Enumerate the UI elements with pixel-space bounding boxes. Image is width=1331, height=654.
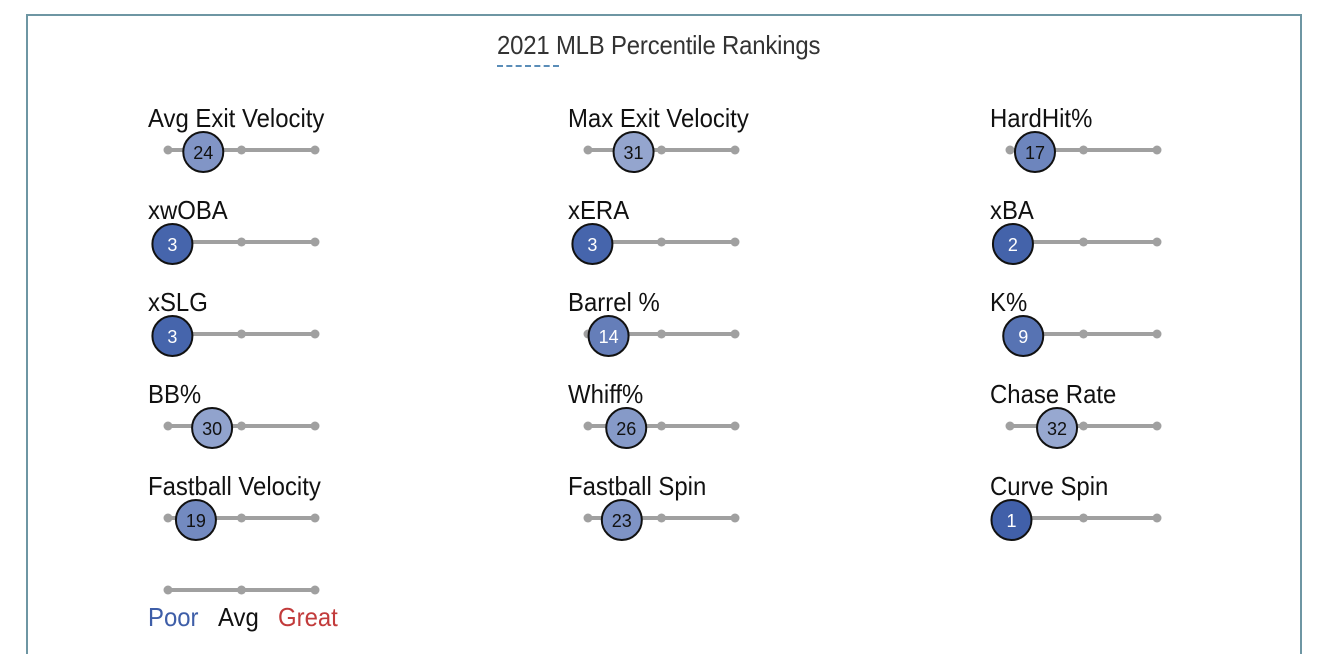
metric-k-tick-1 [1079, 329, 1088, 339]
marker-value-xera: 3 [587, 235, 597, 255]
metric-xba-tick-2 [1152, 237, 1162, 247]
marker-max-exit-velocity [612, 131, 655, 173]
metric-chase-rate-tick-1 [1079, 421, 1088, 431]
metric-xslg-tick-2 [310, 329, 320, 339]
marker-value-chase-rate: 32 [1047, 419, 1067, 439]
legend-tick-1 [237, 585, 246, 595]
legend-great: Great [278, 602, 338, 632]
marker-value-xba: 2 [1008, 235, 1018, 255]
marker-chase-rate [1036, 407, 1079, 449]
chart-frame [26, 14, 1302, 654]
metric-whiff-tick-0 [583, 421, 593, 431]
metric-xslg-tick-1 [237, 329, 246, 339]
metric-chase-rate-tick-0 [1005, 421, 1015, 431]
marker-xslg [151, 315, 194, 357]
metric-xera-tick-1 [657, 237, 666, 247]
marker-value-whiff: 26 [616, 419, 636, 439]
metric-label-whiff: Whiff% [568, 379, 644, 409]
metric-whiff-tick-2 [730, 421, 740, 431]
metric-fastball-spin-tick-0 [583, 513, 593, 523]
metric-label-xba: xBA [990, 195, 1034, 225]
marker-bb [191, 407, 234, 449]
marker-barrel [587, 315, 630, 357]
metric-fastball-velocity-tick-2 [310, 513, 320, 523]
marker-value-max-exit-velocity: 31 [624, 143, 644, 163]
marker-curve-spin [990, 499, 1033, 541]
metric-whiff-tick-1 [657, 421, 666, 431]
metric-curve-spin-tick-2 [1152, 513, 1162, 523]
legend-poor: Poor [148, 602, 199, 632]
metric-label-curve-spin: Curve Spin [990, 471, 1109, 501]
metric-fastball-velocity-tick-0 [163, 513, 173, 523]
marker-value-k: 9 [1018, 327, 1028, 347]
marker-value-fastball-velocity: 19 [186, 511, 206, 531]
metric-xwoba-tick-1 [237, 237, 246, 247]
metric-label-fastball-spin: Fastball Spin [568, 471, 707, 501]
marker-xba [991, 223, 1034, 265]
metric-xwoba-tick-2 [310, 237, 320, 247]
metric-bb-tick-1 [237, 421, 246, 431]
marker-value-xslg: 3 [167, 327, 177, 347]
metric-label-chase-rate: Chase Rate [990, 379, 1117, 409]
marker-value-bb: 30 [202, 419, 222, 439]
metric-avg-exit-velocity-tick-1 [237, 145, 246, 155]
metric-barrel-tick-1 [657, 329, 666, 339]
marker-xera [571, 223, 614, 265]
metric-bb-tick-2 [310, 421, 320, 431]
metric-curve-spin-tick-1 [1079, 513, 1088, 523]
metric-fastball-spin-tick-2 [730, 513, 740, 523]
metric-label-k: K% [990, 287, 1028, 317]
metric-max-exit-velocity-tick-2 [730, 145, 740, 155]
metric-max-exit-velocity-tick-0 [583, 145, 593, 155]
metric-fastball-velocity-tick-1 [237, 513, 246, 523]
legend-tick-0 [163, 585, 173, 595]
chart-title: 2021 MLB Percentile Rankings [497, 30, 821, 60]
metric-avg-exit-velocity-tick-2 [310, 145, 320, 155]
metric-label-xslg: xSLG [148, 287, 208, 317]
marker-value-barrel: 14 [599, 327, 619, 347]
marker-fastball-spin [600, 499, 643, 541]
marker-value-fastball-spin: 23 [612, 511, 632, 531]
metric-chase-rate-tick-2 [1152, 421, 1162, 431]
marker-fastball-velocity [174, 499, 217, 541]
metric-label-bb: BB% [148, 379, 202, 409]
metric-hardhit-tick-0 [1005, 145, 1015, 155]
metric-max-exit-velocity-tick-1 [657, 145, 666, 155]
metric-barrel-tick-2 [730, 329, 740, 339]
marker-value-hardhit: 17 [1025, 143, 1045, 163]
marker-hardhit [1013, 131, 1056, 173]
legend-tick-2 [310, 585, 320, 595]
marker-value-curve-spin: 1 [1006, 511, 1016, 531]
legend-avg: Avg [218, 602, 259, 632]
metric-xba-tick-1 [1079, 237, 1088, 247]
marker-avg-exit-velocity [182, 131, 225, 173]
marker-k [1002, 315, 1045, 357]
metric-label-max-exit-velocity: Max Exit Velocity [568, 103, 749, 133]
marker-xwoba [151, 223, 194, 265]
metric-label-avg-exit-velocity: Avg Exit Velocity [148, 103, 325, 133]
metric-xera-tick-2 [730, 237, 740, 247]
marker-value-avg-exit-velocity: 24 [193, 143, 213, 163]
metric-label-xera: xERA [568, 195, 630, 225]
metric-hardhit-tick-1 [1079, 145, 1088, 155]
metric-label-barrel: Barrel % [568, 287, 660, 317]
title-underline [497, 65, 559, 67]
marker-value-xwoba: 3 [167, 235, 177, 255]
metric-fastball-spin-tick-1 [657, 513, 666, 523]
metric-avg-exit-velocity-tick-0 [163, 145, 173, 155]
metric-label-fastball-velocity: Fastball Velocity [148, 471, 321, 501]
metric-k-tick-2 [1152, 329, 1162, 339]
metric-label-xwoba: xwOBA [148, 195, 228, 225]
metric-bb-tick-0 [163, 421, 173, 431]
metric-label-hardhit: HardHit% [990, 103, 1093, 133]
metric-hardhit-tick-2 [1152, 145, 1162, 155]
marker-whiff [605, 407, 648, 449]
